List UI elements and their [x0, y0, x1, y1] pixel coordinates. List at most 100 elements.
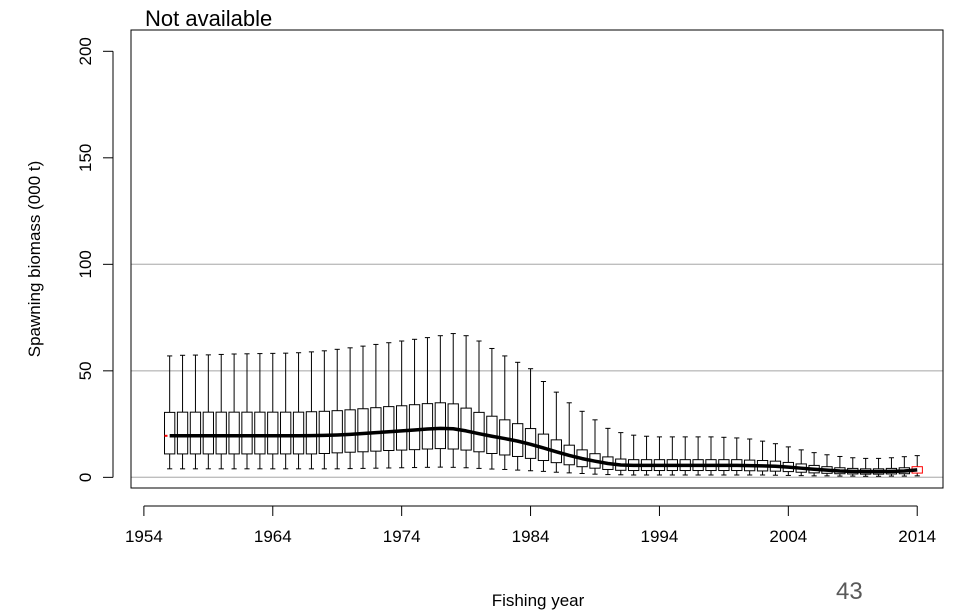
box-1993: [640, 435, 653, 476]
box-2000: [731, 437, 743, 476]
box-iqr-1977: [434, 402, 446, 450]
box-1978: [447, 333, 459, 468]
box-iqr-1974: [396, 405, 408, 451]
box-1966: [292, 352, 305, 470]
box-iqr-1958: [189, 411, 202, 455]
box-1968: [318, 350, 330, 470]
x-tick-label-2004: 2004: [769, 527, 807, 546]
box-iqr-1968: [318, 410, 330, 454]
x-tick-label-1984: 1984: [512, 527, 550, 546]
y-tick-label-150: 150: [76, 144, 95, 172]
box-1984: [524, 368, 537, 472]
box-iqr-1975: [408, 404, 421, 451]
median-line: [169, 426, 918, 474]
box-1986: [550, 391, 562, 473]
box-iqr-1960: [215, 411, 227, 455]
box-2003: [769, 443, 782, 476]
box-1983: [512, 361, 524, 471]
box-iqr-1957: [176, 411, 189, 455]
box-1977: [434, 335, 446, 468]
x-tick-label-2014: 2014: [898, 527, 936, 546]
box-2009: [847, 457, 859, 477]
box-2001: [744, 438, 756, 476]
box-1958: [189, 354, 202, 470]
box-1960: [215, 353, 227, 470]
box-1973: [383, 342, 395, 469]
box-2012: [885, 457, 898, 477]
box-1969: [331, 348, 343, 470]
box-1999: [718, 436, 730, 476]
box-1992: [628, 434, 640, 476]
box-iqr-1969: [331, 410, 343, 454]
box-1962: [241, 353, 253, 470]
box-iqr-1971: [357, 408, 369, 453]
box-iqr-1966: [292, 411, 305, 455]
page-number: 43: [836, 578, 863, 605]
box-1979: [460, 335, 472, 469]
box-1997: [692, 436, 704, 476]
box-2011: [872, 457, 885, 477]
box-1964: [267, 352, 279, 470]
y-tick-label-100: 100: [76, 250, 95, 278]
box-iqr-1964: [267, 411, 279, 455]
box-1976: [421, 337, 434, 468]
box-1987: [563, 402, 575, 474]
box-1959: [202, 354, 214, 470]
box-1967: [305, 351, 318, 470]
box-2013: [898, 456, 910, 477]
box-iqr-1970: [344, 409, 356, 453]
x-tick-label-1954: 1954: [125, 527, 163, 546]
box-2008: [834, 455, 846, 477]
box-2004: [782, 446, 794, 476]
box-1957: [176, 354, 189, 470]
box-1956: [164, 355, 176, 470]
box-1982: [499, 355, 511, 470]
axes: 0 50 100 150 200 1954 1964 1974 1984 1994 2004 2014: [76, 37, 936, 546]
box-1985: [537, 380, 550, 472]
chart-subtitle: Not available: [145, 6, 273, 31]
box-iqr-1956: [164, 411, 176, 455]
box-iqr-1967: [305, 411, 318, 455]
box-1981: [486, 347, 498, 470]
y-tick-label-0: 0: [76, 473, 95, 482]
x-tick-label-1994: 1994: [641, 527, 679, 546]
boxplot-series: [164, 333, 923, 477]
box-iqr-1972: [370, 407, 382, 452]
box-1996: [679, 436, 691, 476]
box-2006: [808, 452, 820, 477]
box-2002: [756, 440, 769, 476]
box-2005: [795, 449, 807, 477]
box-iqr-1973: [383, 406, 395, 452]
box-1972: [370, 343, 382, 469]
box-1970: [344, 347, 356, 470]
box-1988: [576, 410, 588, 475]
box-iqr-1961: [228, 411, 240, 455]
y-tick-label-50: 50: [76, 361, 95, 380]
box-1974: [396, 340, 408, 469]
y-axis-label: Spawning biomass (000 t): [25, 161, 44, 358]
box-2010: [860, 457, 872, 477]
box-1971: [357, 345, 369, 469]
box-1998: [705, 436, 717, 476]
box-2007: [821, 454, 833, 477]
x-tick-label-1964: 1964: [254, 527, 292, 546]
box-1990: [602, 427, 614, 476]
box-iqr-1962: [241, 411, 253, 455]
box-iqr-1978: [447, 403, 459, 450]
box-1989: [589, 419, 601, 475]
x-axis-label: Fishing year: [492, 591, 585, 610]
box-iqr-1976: [421, 403, 434, 450]
box-1975: [408, 338, 421, 469]
box-1961: [228, 353, 240, 470]
reference-lines: [131, 263, 943, 479]
box-1980: [473, 340, 485, 469]
box-1991: [615, 432, 627, 476]
box-1965: [280, 352, 292, 470]
box-2014: [911, 455, 923, 477]
y-tick-label-200: 200: [76, 37, 95, 65]
box-iqr-1963: [254, 411, 266, 455]
box-1995: [666, 436, 678, 476]
box-1963: [254, 353, 266, 470]
box-iqr-1959: [202, 411, 214, 455]
